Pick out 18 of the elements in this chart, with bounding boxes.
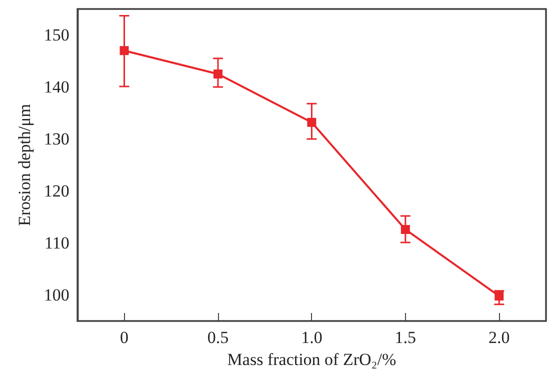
point (400, 224, 410, 234)
y-axis-title: Erosion depth/μm (15, 104, 34, 226)
y-tick-label: 110 (44, 234, 70, 252)
x-tick-label: 2.0 (488, 328, 510, 347)
x-tick-label: 1.0 (301, 328, 322, 347)
point (120, 46, 129, 56)
x-tick-label: 0 (120, 328, 129, 347)
x-axis-title: Mass fraction of ZrO₂/% (227, 350, 396, 369)
point (307, 118, 316, 127)
x-tick-label: 0.5 (207, 328, 229, 347)
y-tick-label: 150 (44, 26, 70, 44)
y-tick-label: 100 (44, 286, 70, 304)
x-tick-label: 1.5 (394, 328, 416, 347)
y-tick-label: 140 (44, 78, 70, 96)
y-tick-label: 120 (44, 182, 70, 200)
y-tick-label: 130 (44, 130, 70, 148)
point (213, 70, 222, 78)
point (494, 292, 504, 301)
